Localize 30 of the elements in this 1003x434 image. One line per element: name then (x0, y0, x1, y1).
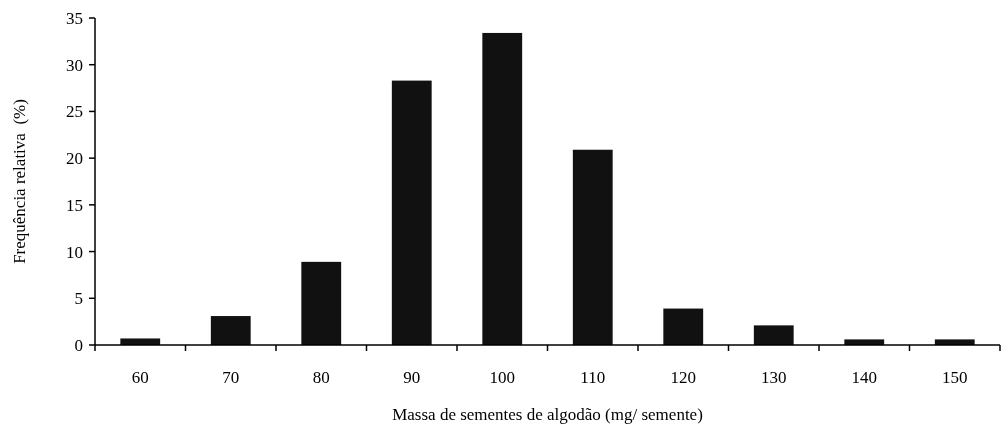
bar (572, 149, 613, 345)
y-tick-label: 25 (66, 102, 83, 122)
x-tick-label: 120 (670, 368, 696, 387)
bar (482, 32, 523, 345)
bar (301, 261, 342, 345)
x-tick-label: 110 (580, 368, 606, 387)
x-tick-label: 70 (222, 368, 240, 387)
y-tick-label: 20 (66, 149, 83, 169)
x-tick-label: 60 (131, 368, 149, 387)
bar (934, 339, 975, 345)
y-tick-label: 10 (66, 242, 83, 262)
x-tick-label: 140 (851, 368, 877, 387)
y-axis-title: Frequência relativa (%) (10, 99, 29, 264)
x-tick-label: 90 (403, 368, 421, 387)
x-tick-label: 130 (761, 368, 787, 387)
y-tick-label: 0 (74, 335, 83, 355)
y-tick-label: 5 (74, 289, 83, 309)
bar (391, 80, 432, 345)
bar (753, 325, 794, 345)
x-tick-label: 150 (942, 368, 968, 387)
y-tick-label: 15 (66, 195, 83, 215)
x-tick-label: 100 (489, 368, 515, 387)
y-tick-label: 35 (66, 8, 83, 28)
x-axis-title: Massa de sementes de algodão (mg/ semente) (392, 405, 703, 424)
bar (120, 338, 161, 345)
bar (844, 339, 885, 345)
bar (663, 308, 704, 345)
x-tick-label: 80 (312, 368, 330, 387)
bar (210, 316, 251, 345)
y-tick-label: 30 (66, 55, 83, 75)
